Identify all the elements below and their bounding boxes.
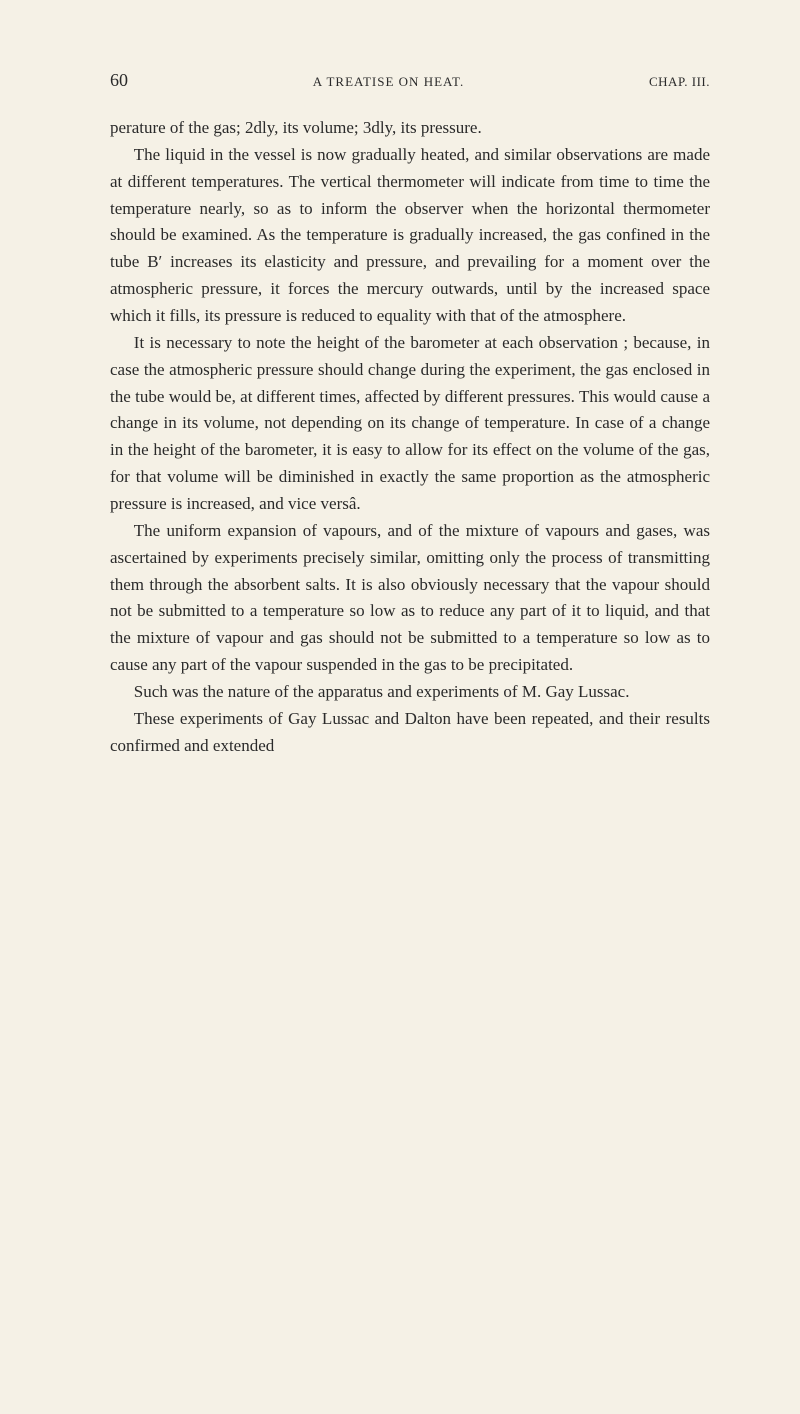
running-title: A TREATISE ON HEAT. <box>313 74 464 90</box>
paragraph: The liquid in the vessel is now graduall… <box>110 142 710 330</box>
paragraph: It is necessary to note the height of th… <box>110 330 710 518</box>
chapter-label: CHAP. III. <box>649 74 710 90</box>
page-number: 60 <box>110 70 128 91</box>
paragraph: perature of the gas; 2dly, its volume; 3… <box>110 115 710 142</box>
paragraph: Such was the nature of the apparatus and… <box>110 679 710 706</box>
body-text: perature of the gas; 2dly, its volume; 3… <box>110 115 710 760</box>
page-header: 60 A TREATISE ON HEAT. CHAP. III. <box>110 70 710 91</box>
paragraph: The uniform expansion of vapours, and of… <box>110 518 710 679</box>
paragraph: These experiments of Gay Lussac and Dalt… <box>110 706 710 760</box>
